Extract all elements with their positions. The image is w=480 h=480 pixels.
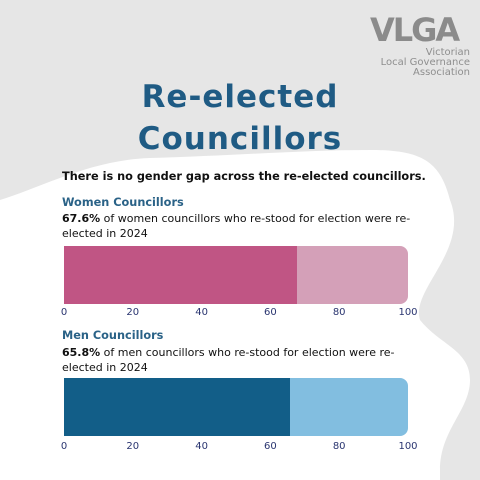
logo-mark: VLGA [370,11,460,49]
women-bar [64,246,297,304]
men-bar-track [64,378,408,436]
women-chart-title: Women Councillors [62,196,184,209]
logo-line-3: Association [413,67,470,78]
logo-line-1: Victorian [425,47,470,58]
men-tick-label: 60 [264,441,277,452]
women-tick-label: 60 [264,307,277,318]
women-chart-description: 67.6% of women councillors who re-stood … [62,211,432,241]
vlga-logo: VLGA Victorian Local Governance Associat… [360,14,470,80]
women-description-text: of women councillors who re-stood for el… [62,212,411,240]
men-tick-label: 40 [195,441,208,452]
men-chart-title: Men Councillors [62,329,164,342]
women-tick-label: 20 [126,307,140,318]
women-bar-track [64,246,408,304]
women-tick-label: 100 [398,307,418,318]
women-percentage: 67.6% [62,212,101,225]
logo-subtitle: Victorian Local Governance Association [360,48,470,78]
men-tick-label: 100 [398,441,418,452]
men-description-text: of men councillors who re-stood for elec… [62,346,395,374]
page-title: Re-elected Councillors [100,76,380,160]
men-percentage: 65.8% [62,346,101,359]
men-chart-description: 65.8% of men councillors who re-stood fo… [62,345,432,375]
men-tick-label: 20 [126,441,140,452]
women-tick-label: 0 [60,307,68,318]
men-tick-label: 80 [332,441,346,452]
logo-line-2: Local Governance [380,57,470,68]
page-subtitle: There is no gender gap across the re-ele… [62,170,426,183]
women-tick-label: 80 [332,307,346,318]
men-tick-label: 0 [60,441,68,452]
men-bar [64,378,291,436]
women-tick-label: 40 [195,307,208,318]
title-line-1: Re-elected [141,79,339,115]
title-line-2: Councillors [137,121,343,157]
